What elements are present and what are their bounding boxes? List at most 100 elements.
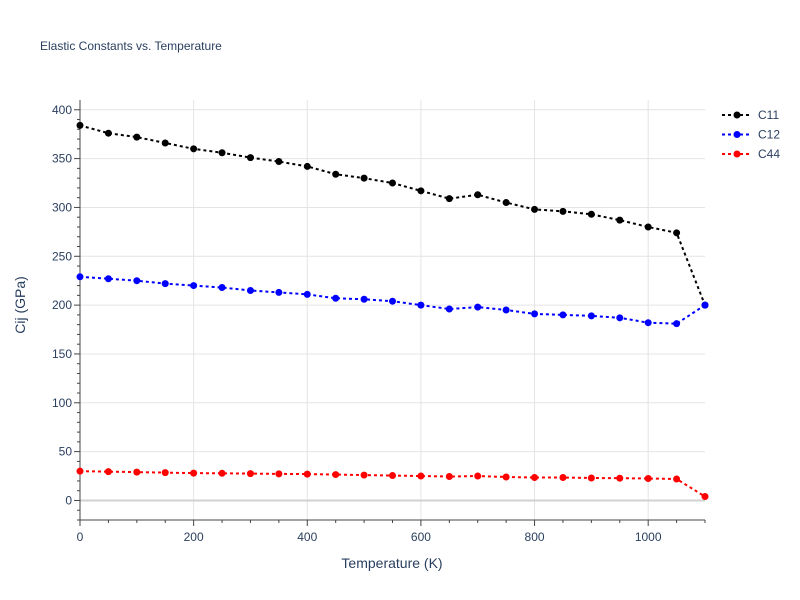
data-point[interactable] — [246, 470, 254, 478]
data-point[interactable] — [531, 205, 539, 213]
data-point[interactable] — [587, 210, 595, 218]
legend-label: C12 — [758, 128, 780, 142]
data-point[interactable] — [133, 468, 141, 476]
tick-labels: 0 200 400 600 800 1000 0 50 100 150 200 250 300 350 40… — [52, 103, 662, 544]
data-point[interactable] — [417, 187, 425, 195]
data-point[interactable] — [616, 216, 624, 224]
y-tick-label: 0 — [65, 493, 72, 507]
legend-marker — [733, 150, 741, 158]
data-point[interactable] — [303, 290, 311, 298]
data-point[interactable] — [474, 472, 482, 480]
y-tick-label: 400 — [52, 103, 72, 117]
data-point[interactable] — [133, 133, 141, 141]
data-point[interactable] — [587, 312, 595, 320]
data-point[interactable] — [190, 282, 198, 290]
x-tick-label: 400 — [297, 530, 317, 544]
data-point[interactable] — [104, 275, 112, 283]
data-point[interactable] — [275, 158, 283, 166]
data-point[interactable] — [218, 469, 226, 477]
y-tick-label: 150 — [52, 347, 72, 361]
legend-marker — [733, 111, 741, 119]
y-tick-label: 250 — [52, 249, 72, 263]
data-point[interactable] — [389, 297, 396, 305]
data-point[interactable] — [360, 295, 368, 303]
data-point[interactable] — [161, 469, 169, 477]
data-point[interactable] — [275, 288, 283, 296]
data-point[interactable] — [559, 474, 567, 482]
y-tick-label: 200 — [52, 298, 72, 312]
data-point[interactable] — [161, 139, 169, 147]
data-point[interactable] — [246, 154, 254, 162]
series-c12 — [76, 273, 709, 328]
data-point[interactable] — [445, 305, 453, 313]
data-point[interactable] — [303, 162, 311, 170]
data-point[interactable] — [445, 195, 453, 203]
data-point[interactable] — [218, 284, 226, 292]
y-tick-label: 100 — [52, 396, 72, 410]
data-point[interactable] — [161, 280, 169, 288]
y-axis-title: Cij (GPa) — [12, 276, 28, 334]
grid — [80, 100, 705, 520]
data-point[interactable] — [389, 472, 396, 480]
y-tick-label: 300 — [52, 200, 72, 214]
legend-item-c44[interactable]: C44 — [722, 147, 780, 161]
data-point[interactable] — [502, 199, 510, 207]
data-point[interactable] — [644, 223, 652, 231]
x-tick-label: 200 — [184, 530, 204, 544]
data-point[interactable] — [445, 473, 453, 481]
data-point[interactable] — [673, 475, 681, 483]
data-point[interactable] — [531, 474, 539, 482]
x-tick-label: 1000 — [635, 530, 662, 544]
data-point[interactable] — [275, 470, 283, 478]
data-point[interactable] — [218, 149, 226, 157]
y-tick-label: 350 — [52, 152, 72, 166]
x-axis-title: Temperature (K) — [341, 555, 442, 571]
data-point[interactable] — [104, 129, 112, 137]
data-point[interactable] — [644, 474, 652, 482]
data-point[interactable] — [673, 320, 681, 328]
legend-item-c12[interactable]: C12 — [722, 128, 780, 142]
legend-item-c11[interactable]: C11 — [722, 108, 779, 122]
data-point[interactable] — [474, 303, 482, 311]
data-point[interactable] — [587, 474, 595, 482]
data-point[interactable] — [559, 207, 567, 215]
x-tick-label: 800 — [525, 530, 545, 544]
data-point[interactable] — [502, 306, 510, 314]
data-point[interactable] — [417, 472, 425, 480]
chart-title: Elastic Constants vs. Temperature — [40, 39, 222, 53]
data-point[interactable] — [644, 319, 652, 327]
data-point[interactable] — [190, 145, 198, 153]
y-tick-label: 50 — [59, 445, 73, 459]
data-point[interactable] — [246, 286, 254, 294]
legend[interactable]: C11 C12 C44 — [722, 108, 780, 161]
data-point[interactable] — [673, 229, 681, 237]
legend-marker — [733, 131, 741, 138]
data-point[interactable] — [104, 468, 112, 476]
data-point[interactable] — [502, 473, 510, 481]
data-point[interactable] — [332, 170, 340, 178]
series-layer — [76, 121, 709, 501]
data-point[interactable] — [360, 174, 368, 182]
data-point[interactable] — [133, 277, 141, 285]
data-point[interactable] — [332, 294, 340, 302]
legend-label: C11 — [758, 108, 779, 122]
data-point[interactable] — [76, 467, 84, 475]
data-point[interactable] — [389, 179, 396, 187]
data-point[interactable] — [701, 301, 709, 309]
x-tick-label: 0 — [77, 530, 84, 544]
data-point[interactable] — [76, 273, 84, 281]
data-point[interactable] — [701, 493, 709, 501]
data-point[interactable] — [559, 311, 567, 319]
data-point[interactable] — [616, 474, 624, 482]
data-point[interactable] — [360, 471, 368, 479]
data-point[interactable] — [474, 191, 482, 199]
data-point[interactable] — [417, 301, 425, 309]
data-point[interactable] — [190, 469, 198, 477]
data-point[interactable] — [332, 471, 340, 479]
data-point[interactable] — [76, 121, 84, 129]
data-point[interactable] — [303, 470, 311, 478]
data-point[interactable] — [616, 314, 624, 322]
data-point[interactable] — [531, 310, 539, 318]
